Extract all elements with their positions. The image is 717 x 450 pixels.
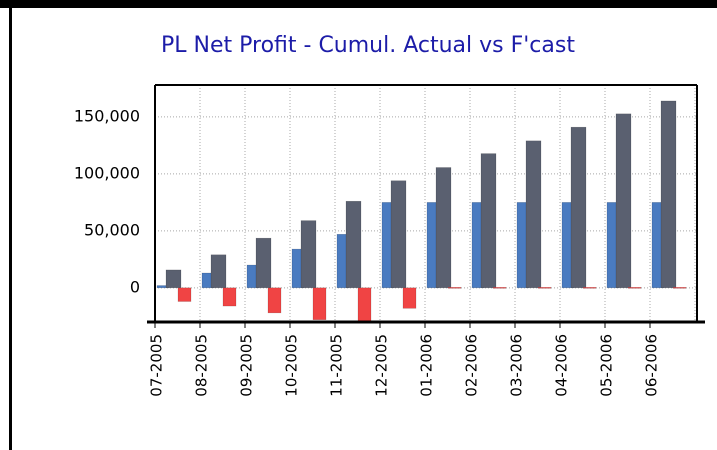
- bar: [672, 287, 687, 289]
- bar: [210, 254, 227, 289]
- bar: [177, 287, 192, 302]
- x-tick-label: 06-2006: [643, 334, 661, 397]
- bar: [537, 287, 552, 289]
- x-tick-label: 11-2005: [328, 334, 346, 397]
- bar: [165, 269, 182, 289]
- y-tick-label: 150,000: [74, 106, 140, 125]
- bar: [312, 287, 327, 320]
- bar: [345, 200, 362, 289]
- bar: [615, 113, 632, 289]
- top-border: [0, 0, 717, 8]
- x-tick-label: 09-2005: [238, 334, 256, 397]
- y-tick-label: 100,000: [74, 163, 140, 182]
- x-tick-label: 01-2006: [418, 334, 436, 397]
- bar: [390, 180, 407, 289]
- bar: [492, 287, 507, 289]
- x-tick-label: 03-2006: [508, 334, 526, 397]
- bar: [255, 237, 272, 289]
- bar: [525, 140, 542, 289]
- bar: [570, 126, 587, 289]
- bar: [267, 287, 282, 314]
- bar: [402, 287, 417, 309]
- x-tick-label: 05-2006: [598, 334, 616, 397]
- bar: [627, 287, 642, 289]
- bar: [480, 153, 497, 289]
- bars: [156, 100, 687, 323]
- x-tick-label: 10-2005: [283, 334, 301, 397]
- bar: [447, 287, 462, 289]
- y-tick-label: 50,000: [84, 220, 140, 239]
- left-border: [9, 0, 12, 450]
- y-tick-label: 0: [130, 277, 140, 296]
- x-tick-label: 07-2005: [148, 334, 166, 397]
- bar: [300, 220, 317, 289]
- grid: [155, 85, 697, 322]
- axes: 0 50,000 100,000 150,000 07-2005 08-2005 09-20…: [74, 84, 705, 397]
- chart-title: PL Net Profit - Cumul. Actual vs F'cast: [161, 33, 575, 58]
- x-tick-label: 04-2006: [553, 334, 571, 397]
- bar: [357, 287, 372, 323]
- x-tick-label: 02-2006: [463, 334, 481, 397]
- x-tick-label: 08-2005: [193, 334, 211, 397]
- bar: [222, 287, 237, 307]
- bar: [435, 167, 452, 289]
- bar: [582, 287, 597, 289]
- bar: [660, 100, 677, 289]
- x-tick-label: 12-2005: [373, 334, 391, 397]
